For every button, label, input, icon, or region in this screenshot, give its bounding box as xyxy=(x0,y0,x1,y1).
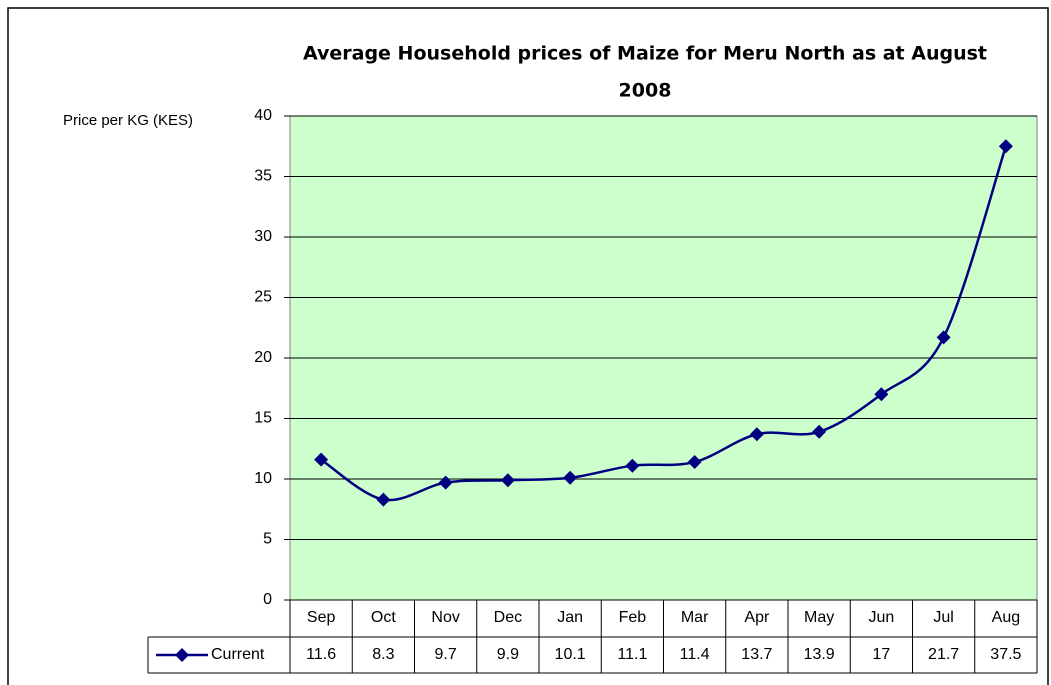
marker xyxy=(812,424,827,439)
x-tick-label: Sep xyxy=(307,609,336,626)
marker xyxy=(314,452,329,467)
table-value: 17 xyxy=(872,646,890,663)
x-tick-label: Aug xyxy=(992,609,1020,626)
table-value: 9.7 xyxy=(435,646,457,663)
y-tick-label: 20 xyxy=(254,349,272,366)
table-value: 37.5 xyxy=(990,646,1021,663)
x-tick-label: Jan xyxy=(557,609,583,626)
marker xyxy=(376,492,391,507)
x-tick-label: May xyxy=(804,609,834,626)
x-tick-label: Jun xyxy=(868,609,894,626)
chart-title: 2008 xyxy=(619,80,672,102)
marker xyxy=(749,427,764,442)
y-tick-label: 0 xyxy=(263,591,272,608)
legend-label: Current xyxy=(211,646,265,663)
legend-marker xyxy=(175,648,189,662)
x-tick-label: Oct xyxy=(371,609,396,626)
x-tick-label: Apr xyxy=(744,609,770,626)
table-value: 13.9 xyxy=(804,646,835,663)
y-tick-label: 40 xyxy=(254,107,272,124)
x-tick-label: Nov xyxy=(431,609,459,626)
table-value: 11.6 xyxy=(306,646,336,663)
x-tick-label: Dec xyxy=(494,609,522,626)
y-tick-label: 30 xyxy=(254,228,272,245)
table-value: 8.3 xyxy=(372,646,394,663)
marker xyxy=(438,475,453,490)
table-value: 10.1 xyxy=(555,646,586,663)
x-tick-label: Mar xyxy=(681,609,709,626)
y-axis-label: Price per KG (KES) xyxy=(63,112,193,129)
marker xyxy=(874,387,889,402)
x-tick-label: Jul xyxy=(933,609,953,626)
chart-title: Average Household prices of Maize for Me… xyxy=(303,43,987,65)
y-tick-label: 10 xyxy=(254,470,272,487)
marker xyxy=(998,139,1013,154)
marker xyxy=(500,473,515,488)
marker xyxy=(687,455,702,470)
y-tick-label: 35 xyxy=(254,168,272,185)
table-value: 21.7 xyxy=(928,646,959,663)
y-tick-label: 5 xyxy=(263,531,272,548)
y-tick-label: 25 xyxy=(254,289,272,306)
table-value: 13.7 xyxy=(741,646,772,663)
y-tick-label: 15 xyxy=(254,410,272,427)
marker xyxy=(625,458,640,473)
x-tick-label: Feb xyxy=(619,609,647,626)
marker xyxy=(936,330,951,345)
table-value: 9.9 xyxy=(497,646,519,663)
table-value: 11.1 xyxy=(617,646,647,663)
table-value: 11.4 xyxy=(680,646,710,663)
marker xyxy=(563,470,578,485)
